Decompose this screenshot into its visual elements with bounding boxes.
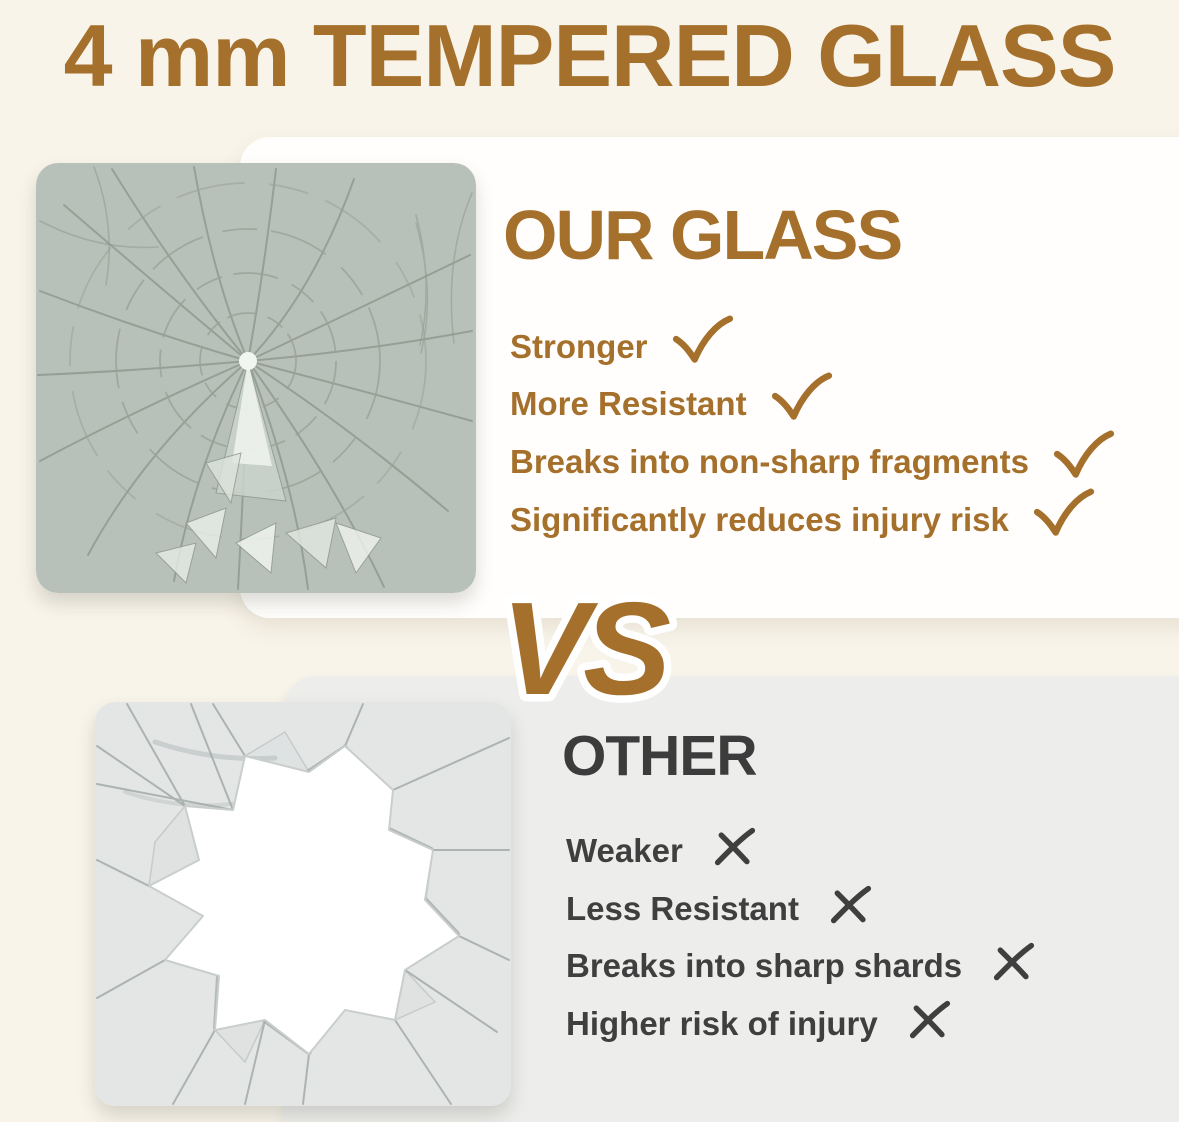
cross-icon xyxy=(909,1000,950,1039)
feature-row: Breaks into non-sharp fragments xyxy=(510,430,1115,481)
feature-row: Weaker xyxy=(566,826,757,870)
cross-icon xyxy=(994,942,1035,981)
vs-badge: VS xyxy=(493,568,683,730)
cross-icon xyxy=(830,885,872,924)
check-icon xyxy=(1053,430,1115,478)
feature-label: Stronger xyxy=(510,328,648,365)
feature-row: Stronger xyxy=(510,315,734,366)
feature-row: More Resistant xyxy=(510,372,833,423)
page-title: 4 mm TEMPERED GLASS xyxy=(63,6,1117,105)
feature-label: More Resistant xyxy=(510,385,747,422)
shattered-glass-photo xyxy=(95,702,511,1106)
tempered-glass-photo xyxy=(36,163,476,593)
feature-row: Less Resistant xyxy=(566,884,873,928)
feature-label: Significantly reduces injury risk xyxy=(510,501,1009,538)
check-icon xyxy=(1033,488,1094,536)
feature-label: Breaks into non-sharp fragments xyxy=(510,443,1029,480)
feature-label: Weaker xyxy=(566,832,683,869)
feature-label: Breaks into sharp shards xyxy=(566,947,963,984)
feature-row: Breaks into sharp shards xyxy=(566,941,1036,985)
vs-text: VS xyxy=(501,575,670,722)
our-glass-heading: OUR GLASS xyxy=(503,196,903,274)
feature-row: Significantly reduces injury risk xyxy=(510,488,1095,539)
check-icon xyxy=(771,372,832,420)
other-heading: OTHER xyxy=(562,724,757,788)
check-icon xyxy=(672,315,733,363)
feature-row: Higher risk of injury xyxy=(566,999,952,1043)
feature-label: Less Resistant xyxy=(566,890,799,927)
feature-label: Higher risk of injury xyxy=(566,1005,878,1042)
cross-icon xyxy=(714,827,755,866)
